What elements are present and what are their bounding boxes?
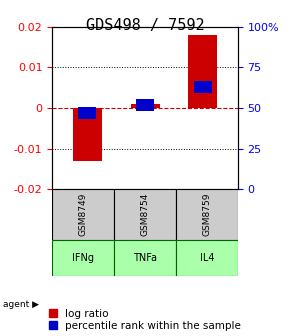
Text: agent ▶: agent ▶ bbox=[3, 300, 39, 308]
Text: GDS498 / 7592: GDS498 / 7592 bbox=[86, 18, 204, 34]
Bar bbox=[72, 108, 102, 161]
Legend: log ratio, percentile rank within the sample: log ratio, percentile rank within the sa… bbox=[49, 309, 241, 331]
Bar bbox=[188, 35, 218, 108]
FancyBboxPatch shape bbox=[114, 240, 176, 276]
FancyBboxPatch shape bbox=[176, 240, 238, 276]
Text: IL4: IL4 bbox=[200, 253, 214, 263]
Text: GSM8754: GSM8754 bbox=[140, 193, 150, 236]
Bar bbox=[136, 99, 154, 111]
FancyBboxPatch shape bbox=[52, 189, 114, 240]
FancyBboxPatch shape bbox=[114, 189, 176, 240]
FancyBboxPatch shape bbox=[52, 240, 114, 276]
Bar bbox=[78, 107, 96, 119]
Text: GSM8749: GSM8749 bbox=[79, 193, 88, 236]
Bar bbox=[130, 104, 160, 108]
Text: GSM8759: GSM8759 bbox=[202, 193, 211, 237]
Bar bbox=[194, 81, 212, 93]
Text: TNFa: TNFa bbox=[133, 253, 157, 263]
FancyBboxPatch shape bbox=[176, 189, 238, 240]
Text: IFNg: IFNg bbox=[72, 253, 94, 263]
